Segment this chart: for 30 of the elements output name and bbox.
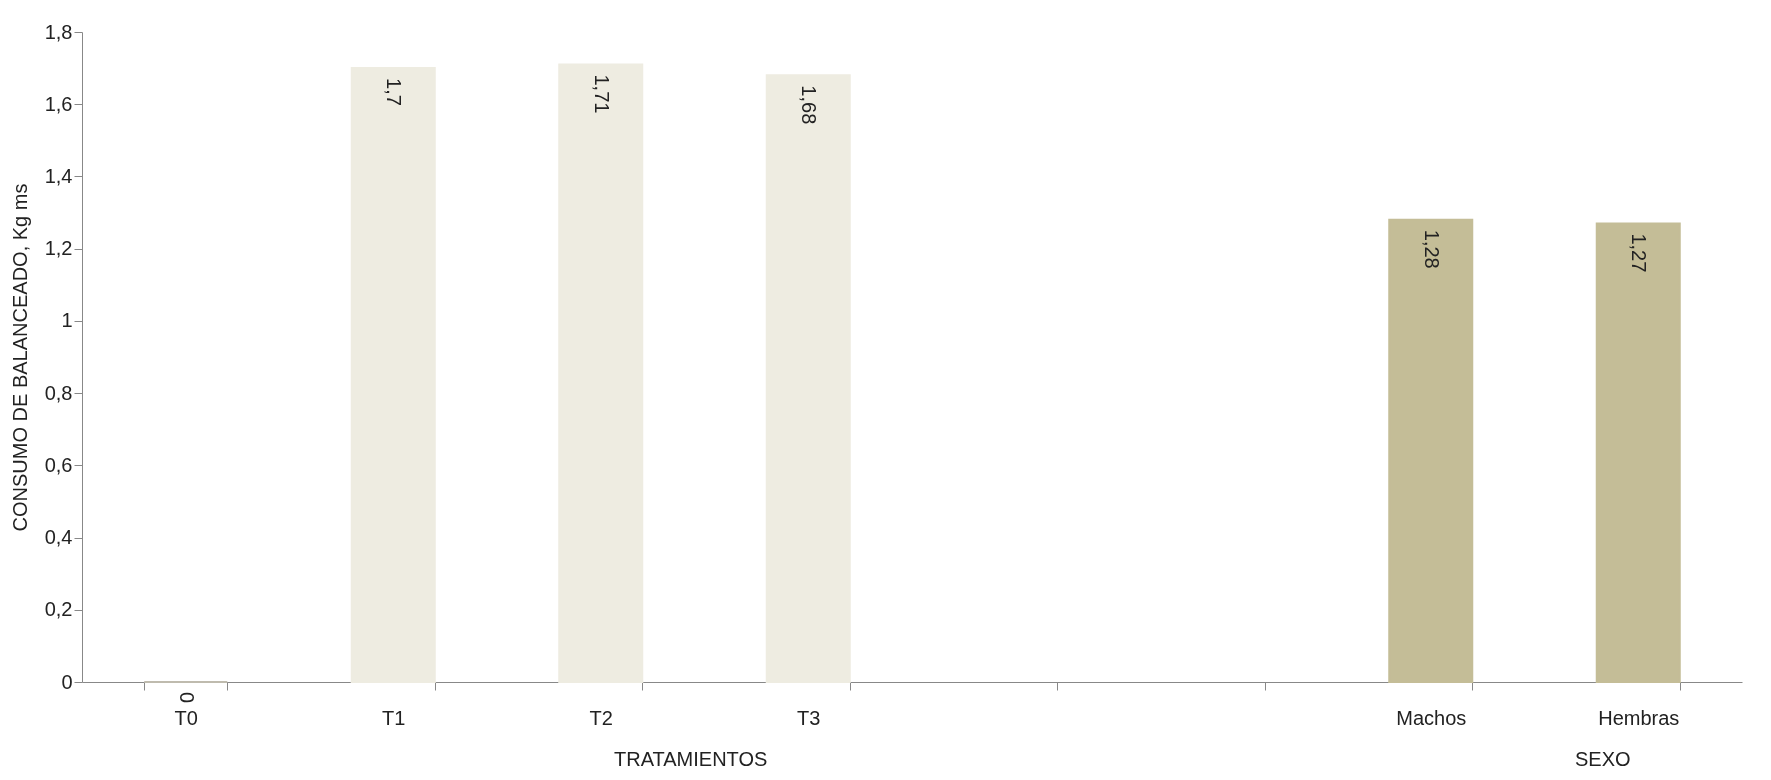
y-tick-label: 1,2 — [44, 237, 73, 260]
x-tick-label: T2 — [589, 706, 613, 729]
y-axis-title: CONSUMO DE BALANCEADO, Kg ms — [8, 183, 31, 532]
bar — [350, 67, 436, 683]
data-label: 1,68 — [798, 85, 821, 125]
x-tick-label: T3 — [797, 706, 821, 729]
y-tick-label: 1,8 — [44, 20, 73, 43]
bar — [1595, 222, 1681, 683]
y-tick-label: 0,4 — [44, 526, 73, 549]
y-tick-label: 0,6 — [44, 453, 73, 476]
data-label: 1,27 — [1628, 233, 1651, 273]
bar — [765, 74, 851, 683]
data-label: 1,71 — [590, 74, 613, 114]
text: TRATAMIENTOS — [614, 748, 768, 771]
y-tick-label: 1 — [61, 309, 73, 332]
y-tick-label: 0,8 — [44, 381, 73, 404]
y-tick-label: 1,6 — [44, 92, 73, 115]
x-tick-label: Hembras — [1598, 706, 1680, 729]
x-tick-label: T1 — [382, 706, 406, 729]
y-tick-label: 1,4 — [44, 164, 73, 187]
y-tick-label: 0,2 — [44, 598, 73, 621]
data-label: 0 — [175, 692, 198, 704]
data-label: 1,7 — [383, 78, 406, 106]
x-tick-label: T0 — [174, 706, 198, 729]
bar — [558, 63, 644, 683]
bar — [1388, 218, 1474, 683]
text: SEXO — [1574, 748, 1631, 771]
x-tick-label: Machos — [1396, 706, 1467, 729]
y-tick-label: 0 — [61, 670, 73, 693]
data-label: 1,28 — [1420, 229, 1443, 269]
